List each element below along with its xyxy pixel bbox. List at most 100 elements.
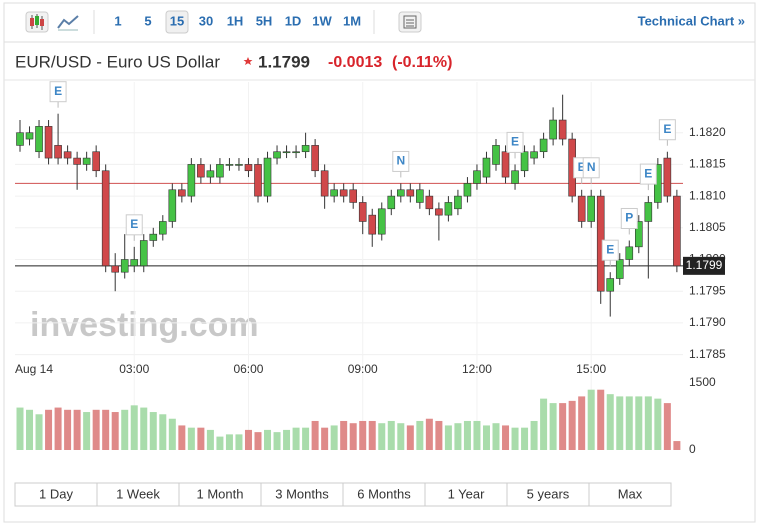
volume-bar <box>502 425 510 450</box>
volume-bar <box>197 427 205 450</box>
candle-body <box>16 132 24 146</box>
price-tag <box>683 256 725 275</box>
candle-body <box>235 164 243 166</box>
event-flag <box>639 163 657 185</box>
candle-body <box>539 138 548 153</box>
range-button[interactable]: 1 Year <box>448 486 486 501</box>
technical-chart-link[interactable]: Technical Chart » <box>638 13 745 28</box>
candle-body <box>444 202 453 216</box>
event-label: E <box>663 122 671 136</box>
event-flag <box>601 239 619 261</box>
volume-bar <box>168 418 176 450</box>
candle-body <box>606 278 615 292</box>
range-button[interactable]: 6 Months <box>357 486 411 501</box>
candle-body <box>406 189 415 197</box>
candle-body <box>435 208 443 216</box>
y-tick-label: 1.1805 <box>689 220 726 234</box>
volume-bar <box>625 396 633 450</box>
y-tick-label: 1.1790 <box>689 315 726 329</box>
volume-bar <box>140 407 148 450</box>
candle-body <box>549 119 557 140</box>
interval-button[interactable]: 1H <box>227 13 244 28</box>
range-button[interactable]: 1 Month <box>197 486 244 501</box>
volume-bar <box>254 432 262 450</box>
interval-button[interactable]: 1W <box>312 13 332 28</box>
volume-bar <box>416 420 424 450</box>
candle-body <box>292 151 300 154</box>
candle-body <box>149 233 158 241</box>
candle-body <box>320 170 329 197</box>
candle-body <box>311 145 319 172</box>
candle-body <box>25 132 34 140</box>
price: 1.1799 <box>258 52 310 71</box>
interval-button[interactable]: 30 <box>199 13 213 28</box>
volume-bar <box>130 405 138 450</box>
candle-body <box>187 164 196 197</box>
candle-body <box>111 265 119 273</box>
event-label: E <box>130 217 138 231</box>
candle-body <box>92 151 100 172</box>
candle-body <box>82 157 91 165</box>
event-label: P <box>625 211 633 225</box>
candle-body <box>120 259 129 273</box>
volume-bar <box>378 423 386 450</box>
y-tick-label: 1.1820 <box>689 125 726 139</box>
settings-icon[interactable] <box>398 11 422 33</box>
volume-tick-label: 0 <box>689 442 696 456</box>
candle-body <box>254 164 262 197</box>
candle-body <box>263 157 272 197</box>
line-icon[interactable] <box>57 15 79 31</box>
interval-button[interactable]: 1M <box>343 13 361 28</box>
change-percent: (-0.11%) <box>392 54 452 71</box>
interval-button[interactable]: 1D <box>285 13 302 28</box>
candle-body <box>178 189 186 197</box>
range-button[interactable]: 3 Months <box>275 486 329 501</box>
candle-body <box>273 151 281 159</box>
volume-bar <box>663 403 671 450</box>
x-tick-label: 15:00 <box>576 362 606 376</box>
candle-body <box>63 151 72 159</box>
candle-body <box>206 170 215 178</box>
volume-bar <box>454 423 462 450</box>
event-flag <box>125 214 143 236</box>
range-button-bg[interactable] <box>588 482 672 507</box>
volume-bar <box>444 425 452 450</box>
volume-bar <box>311 420 319 450</box>
volume-bar <box>597 389 605 450</box>
candle-body <box>501 151 510 178</box>
range-button[interactable]: 5 years <box>527 486 570 501</box>
candle-body <box>663 157 672 197</box>
event-flag <box>582 157 600 179</box>
candle-body <box>54 145 62 159</box>
event-label: N <box>587 160 596 174</box>
candle-body <box>396 189 405 197</box>
candle-body <box>511 170 519 184</box>
candle-icon[interactable] <box>25 11 49 33</box>
range-button[interactable]: 1 Day <box>39 486 73 501</box>
candle-body <box>473 170 481 184</box>
y-tick-label: 1.1785 <box>689 347 726 361</box>
volume-bar <box>644 396 652 450</box>
interval-button[interactable]: 1 <box>114 13 121 28</box>
volume-bar <box>283 429 291 450</box>
volume-bar <box>235 434 243 450</box>
candle-body <box>330 189 338 197</box>
candle-body <box>282 151 291 154</box>
x-tick-label: 12:00 <box>462 362 492 376</box>
volume-bar <box>435 420 443 450</box>
candle-body <box>463 183 472 197</box>
volume-bar <box>368 420 376 450</box>
status-icon <box>243 57 253 65</box>
volume-bar <box>359 420 367 450</box>
interval-button[interactable]: 15 <box>170 13 184 28</box>
candle-body <box>615 259 624 279</box>
volume-bar <box>463 420 471 450</box>
event-flag <box>506 131 524 153</box>
event-label: E <box>54 84 62 98</box>
volume-bar <box>73 409 81 450</box>
interval-button[interactable]: 5 <box>144 13 151 28</box>
candle-body <box>625 246 634 260</box>
interval-button[interactable]: 5H <box>256 13 273 28</box>
range-button[interactable]: 1 Week <box>116 486 160 501</box>
range-button[interactable]: Max <box>618 486 643 501</box>
